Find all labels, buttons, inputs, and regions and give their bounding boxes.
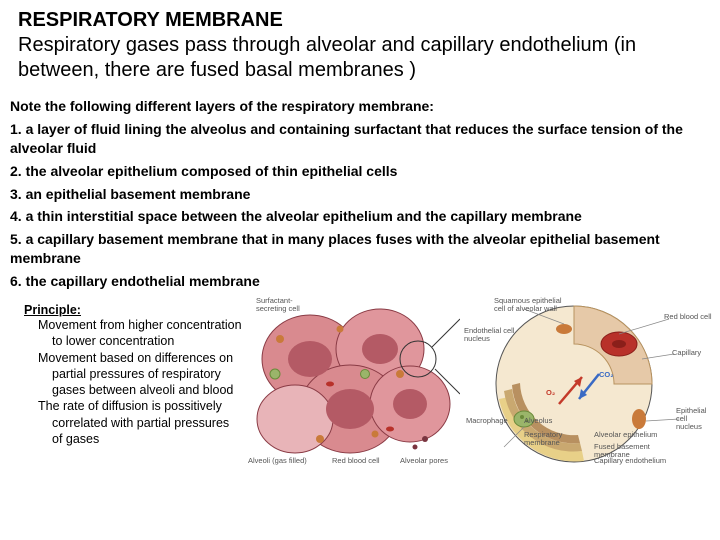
note-item: 1. a layer of fluid lining the alveolus … xyxy=(10,120,710,158)
note-item: 6. the capillary endothelial membrane xyxy=(10,272,710,291)
principle-line: The rate of diffusion is possitively cor… xyxy=(24,398,242,447)
page-title: RESPIRATORY MEMBRANE xyxy=(18,8,706,33)
label-rbc-closeup: Red blood cell xyxy=(664,313,712,321)
label-capillary: Capillary xyxy=(672,349,701,357)
label-rbc: Red blood cell xyxy=(332,457,380,465)
label-alveolus: Alveolus xyxy=(524,417,552,425)
label-resp-membrane: Respiratorymembrane xyxy=(524,431,562,447)
principle-line: Movement from higher concentration to lo… xyxy=(24,317,242,350)
notes-section: Note the following different layers of t… xyxy=(0,93,720,297)
note-item: 4. a thin interstitial space between the… xyxy=(10,207,710,226)
label-o2: O₂ xyxy=(546,389,555,397)
label-capillary-endothelium: Capillary endothelium xyxy=(594,457,666,465)
principle-line: Movement based on differences on partial… xyxy=(24,350,242,399)
label-alveolar-epithelium: Alveolar epithelium xyxy=(594,431,657,439)
alveoli-diagram: Surfactant-secreting cell Alveoli (gas f… xyxy=(250,299,460,474)
closeup-diagram: Squamous epithelialcell of alveolar wall… xyxy=(464,299,714,474)
label-surfactant-cell: Surfactant-secreting cell xyxy=(256,297,300,313)
note-item: 2. the alveolar epithelium composed of t… xyxy=(10,162,710,181)
principle-heading: Principle: xyxy=(24,303,242,317)
label-co2: CO₂ xyxy=(599,371,614,379)
label-squamous: Squamous epithelialcell of alveolar wall xyxy=(494,297,562,313)
principle-section: Principle: Movement from higher concentr… xyxy=(10,299,242,474)
page-subtitle: Respiratory gases pass through alveolar … xyxy=(18,33,706,83)
note-item: 3. an epithelial basement membrane xyxy=(10,185,710,204)
note-item: 5. a capillary basement membrane that in… xyxy=(10,230,710,268)
label-epithelial-nucleus: Epithelialcellnucleus xyxy=(676,407,706,431)
label-macrophage: Macrophage xyxy=(466,417,508,425)
notes-intro: Note the following different layers of t… xyxy=(10,97,710,116)
label-endothelial-nucleus: Endothelial cellnucleus xyxy=(464,327,514,343)
label-alveolar-pores: Alveolar pores xyxy=(400,457,448,465)
label-alveoli: Alveoli (gas filled) xyxy=(248,457,307,465)
diagram-section: Surfactant-secreting cell Alveoli (gas f… xyxy=(250,299,718,474)
